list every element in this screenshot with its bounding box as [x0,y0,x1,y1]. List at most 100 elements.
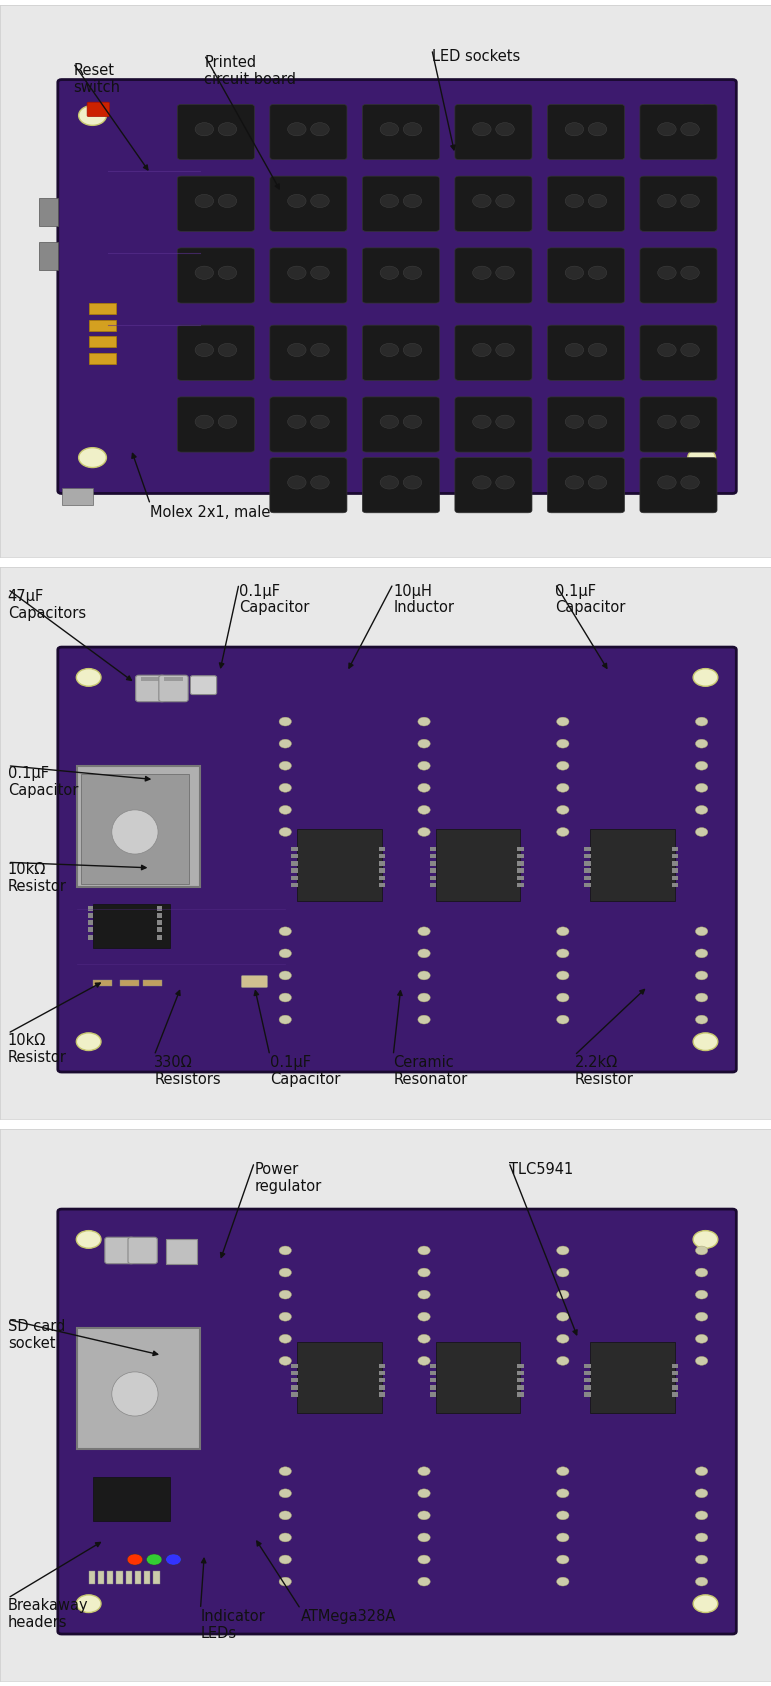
FancyBboxPatch shape [430,855,436,858]
Circle shape [557,717,569,727]
Circle shape [695,993,708,1001]
Ellipse shape [112,809,158,855]
Circle shape [695,1533,708,1543]
FancyBboxPatch shape [672,868,678,873]
Circle shape [557,1334,569,1344]
Circle shape [418,993,430,1001]
Circle shape [473,344,491,357]
FancyBboxPatch shape [455,457,532,513]
FancyBboxPatch shape [88,905,93,910]
Circle shape [473,415,491,428]
Text: 47μF
Capacitors: 47μF Capacitors [8,588,86,620]
FancyBboxPatch shape [517,862,524,865]
FancyBboxPatch shape [89,303,116,314]
Circle shape [565,194,584,207]
Circle shape [418,949,430,958]
FancyBboxPatch shape [379,862,385,865]
Circle shape [418,1290,430,1298]
Circle shape [695,806,708,814]
Circle shape [288,123,306,137]
FancyBboxPatch shape [584,862,591,865]
FancyBboxPatch shape [136,674,165,701]
Circle shape [695,1576,708,1587]
Circle shape [418,1015,430,1023]
Circle shape [473,266,491,280]
Circle shape [218,266,237,280]
FancyBboxPatch shape [379,1393,385,1396]
FancyBboxPatch shape [153,1571,160,1585]
FancyBboxPatch shape [270,105,347,160]
Circle shape [418,806,430,814]
Circle shape [403,123,422,137]
Circle shape [693,1595,718,1612]
FancyBboxPatch shape [166,1239,197,1264]
FancyBboxPatch shape [126,1571,132,1585]
Circle shape [658,123,676,137]
FancyBboxPatch shape [128,1238,157,1264]
Circle shape [418,1511,430,1519]
Circle shape [588,266,607,280]
FancyBboxPatch shape [159,674,188,701]
FancyBboxPatch shape [291,855,298,858]
Circle shape [127,1554,143,1565]
FancyBboxPatch shape [584,1386,591,1389]
Circle shape [695,927,708,936]
FancyBboxPatch shape [291,1371,298,1376]
Text: 330Ω
Resistors: 330Ω Resistors [154,1055,221,1087]
FancyBboxPatch shape [143,980,162,986]
Circle shape [279,784,291,792]
FancyBboxPatch shape [584,868,591,873]
FancyBboxPatch shape [291,1393,298,1396]
Circle shape [557,1357,569,1366]
Circle shape [681,415,699,428]
Circle shape [557,1015,569,1023]
FancyBboxPatch shape [547,248,625,303]
Text: LED sockets: LED sockets [432,49,520,64]
Circle shape [695,717,708,727]
FancyBboxPatch shape [120,980,139,986]
FancyBboxPatch shape [379,1377,385,1383]
Circle shape [403,475,422,489]
Circle shape [695,1246,708,1254]
Circle shape [681,194,699,207]
FancyBboxPatch shape [89,1571,95,1585]
Circle shape [380,415,399,428]
FancyBboxPatch shape [291,862,298,865]
FancyBboxPatch shape [157,934,162,939]
FancyBboxPatch shape [39,243,58,270]
FancyBboxPatch shape [291,846,298,851]
Circle shape [79,448,106,467]
Circle shape [695,1357,708,1366]
Circle shape [195,415,214,428]
Circle shape [557,927,569,936]
Circle shape [279,971,291,980]
Circle shape [218,344,237,357]
FancyBboxPatch shape [379,1386,385,1389]
FancyBboxPatch shape [430,1364,436,1367]
Circle shape [695,1268,708,1276]
Circle shape [565,344,584,357]
Text: 10kΩ
Resistor: 10kΩ Resistor [8,1034,66,1066]
Circle shape [418,762,430,771]
Circle shape [279,993,291,1001]
Circle shape [565,123,584,137]
FancyBboxPatch shape [455,396,532,452]
Circle shape [658,194,676,207]
Text: ATMega328A: ATMega328A [301,1608,396,1624]
Circle shape [166,1554,181,1565]
Circle shape [279,1533,291,1543]
Circle shape [279,762,291,771]
FancyBboxPatch shape [297,830,382,900]
Circle shape [681,475,699,489]
FancyBboxPatch shape [517,868,524,873]
FancyBboxPatch shape [430,1393,436,1396]
Circle shape [311,194,329,207]
Text: Breakaway
headers: Breakaway headers [8,1598,89,1630]
Circle shape [76,1595,101,1612]
Circle shape [473,123,491,137]
FancyBboxPatch shape [157,914,162,919]
Text: Indicator
LEDs: Indicator LEDs [200,1608,265,1640]
FancyBboxPatch shape [89,336,116,347]
FancyBboxPatch shape [297,1342,382,1413]
Circle shape [418,738,430,749]
